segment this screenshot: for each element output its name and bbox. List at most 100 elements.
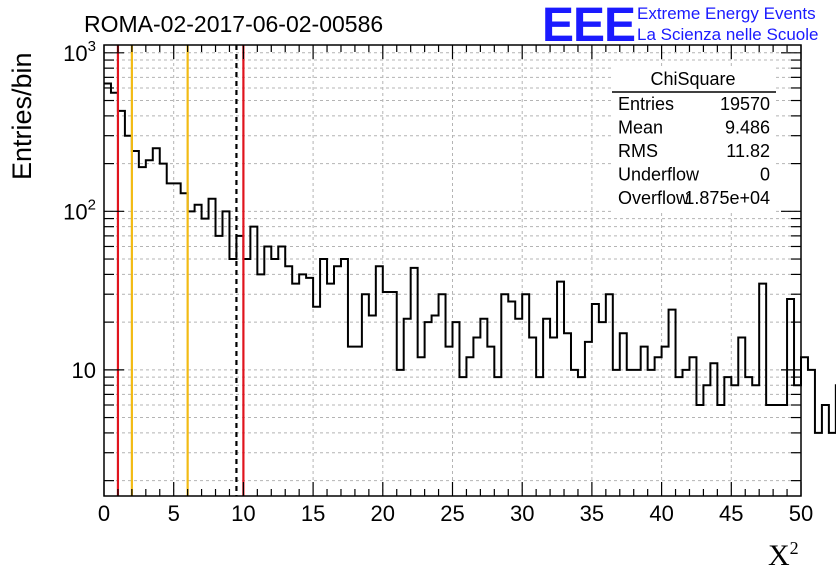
- x-tick-label: 0: [98, 501, 110, 526]
- histogram-bin: [564, 333, 571, 496]
- stats-label: RMS: [618, 141, 658, 161]
- stats-value: 1.875e+04: [684, 188, 770, 208]
- histogram-bin: [209, 199, 216, 496]
- x-axis-label: X2: [768, 538, 799, 572]
- histogram-bin: [773, 405, 780, 496]
- histogram-bin: [327, 284, 334, 496]
- histogram-bin: [160, 164, 167, 496]
- y-tick-label: 10: [72, 358, 96, 383]
- histogram-bin: [724, 377, 731, 496]
- stats-label: Overflow: [618, 188, 690, 208]
- histogram-bin: [508, 301, 515, 496]
- histogram-bin: [167, 183, 174, 496]
- histogram-bin: [717, 405, 724, 496]
- histogram-bin: [104, 84, 111, 496]
- histogram-outline: [104, 82, 836, 434]
- y-tick-label-base: 10: [63, 41, 87, 66]
- histogram-bin: [780, 405, 787, 496]
- x-axis-label-base: X: [768, 539, 790, 572]
- histogram-bin: [195, 205, 202, 496]
- histogram-bin: [271, 259, 278, 496]
- histogram-bin: [738, 337, 745, 496]
- logo-mark: EEE: [542, 0, 635, 52]
- histogram-bin: [202, 219, 209, 496]
- stats-box: ChiSquare Entries 19570 Mean 9.486 RMS 11.82 U…: [612, 66, 776, 212]
- histogram-bin: [634, 370, 641, 496]
- histogram-bin: [278, 246, 285, 496]
- histogram-bin: [585, 342, 592, 496]
- x-tick-label: 20: [371, 501, 395, 526]
- histogram-bin: [459, 377, 466, 496]
- histogram-bin: [808, 370, 815, 496]
- histogram-bin: [348, 347, 355, 496]
- histogram-bin: [829, 433, 836, 496]
- histogram-bin: [676, 377, 683, 496]
- logo-line-2: La Scienza nelle Scuole: [637, 25, 818, 44]
- histogram-bin: [501, 294, 508, 496]
- histogram-bin: [613, 370, 620, 496]
- histogram-bin: [320, 259, 327, 496]
- histogram-bin: [453, 322, 460, 496]
- histogram-bin: [529, 337, 536, 496]
- histogram-bin: [446, 347, 453, 496]
- histogram-bin: [473, 337, 480, 496]
- threshold-lines: [116, 45, 245, 496]
- eee-logo: EEE Extreme Energy Events La Scienza nel…: [542, 0, 818, 52]
- histogram-bin: [411, 268, 418, 496]
- histogram-bin: [669, 310, 676, 496]
- stats-value: 0: [760, 165, 770, 185]
- histogram-bin: [404, 319, 411, 496]
- stats-label: Mean: [618, 118, 663, 138]
- histogram-bin: [250, 227, 257, 496]
- stats-label: Underflow: [618, 165, 700, 185]
- chart-title: ROMA-02-2017-06-02-00586: [84, 11, 383, 37]
- x-axis-label-superscript: 2: [790, 538, 799, 558]
- histogram-bin: [592, 304, 599, 496]
- histogram-bin: [257, 274, 264, 496]
- histogram-bin: [362, 294, 369, 496]
- histogram-bin: [752, 385, 759, 496]
- stats-value: 9.486: [725, 118, 770, 138]
- histogram-bars: [104, 82, 836, 496]
- histogram-bin: [557, 282, 564, 496]
- histogram-bin: [550, 337, 557, 496]
- histogram-bin: [599, 322, 606, 496]
- histogram-bin: [801, 357, 808, 496]
- histogram-bin: [571, 370, 578, 496]
- x-tick-label: 35: [580, 501, 604, 526]
- x-tick-label: 50: [789, 501, 813, 526]
- histogram-bin: [383, 292, 390, 496]
- histogram-bin: [299, 274, 306, 496]
- histogram-bin: [655, 357, 662, 496]
- x-tick-label: 10: [231, 501, 255, 526]
- histogram-bin: [641, 347, 648, 496]
- histogram-bin: [439, 294, 446, 496]
- histogram-bin: [174, 183, 181, 496]
- stats-title: ChiSquare: [650, 69, 735, 89]
- histogram-bin: [689, 357, 696, 496]
- histogram-bin: [627, 370, 634, 496]
- histogram-bin: [759, 284, 766, 496]
- stats-value: 19570: [720, 94, 770, 114]
- x-tick-label: 5: [168, 501, 180, 526]
- histogram-bin: [466, 357, 473, 496]
- histogram-bin: [369, 316, 376, 496]
- histogram-bin: [355, 347, 362, 496]
- histogram-bin: [341, 259, 348, 496]
- histogram-bin: [578, 377, 585, 496]
- histogram-bin: [376, 266, 383, 496]
- histogram-bin: [662, 347, 669, 496]
- histogram-bin: [787, 299, 794, 496]
- histogram-bin: [264, 246, 271, 496]
- x-tick-label: 15: [301, 501, 325, 526]
- stats-rows: Entries 19570 Mean 9.486 RMS 11.82 Underflow 0 O…: [618, 94, 770, 208]
- y-tick-label: 103: [63, 38, 96, 66]
- histogram-bin: [696, 405, 703, 496]
- stats-value: 11.82: [726, 141, 770, 161]
- histogram-bin: [222, 211, 229, 496]
- stats-box-background: [612, 66, 774, 212]
- histogram-bin: [731, 385, 738, 496]
- histogram-bin: [292, 284, 299, 496]
- y-tick-label-base: 10: [63, 199, 87, 224]
